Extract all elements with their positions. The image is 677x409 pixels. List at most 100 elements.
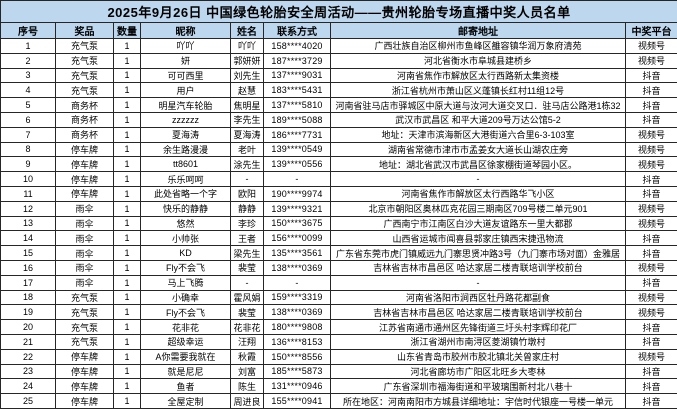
cell-name: - [230, 274, 264, 291]
cell-address: 湖南省常德市津市市孟姜女大道长山湖农庄旁 [330, 141, 626, 158]
cell-quantity: 1 [113, 67, 141, 84]
cell-name: 汪翔 [230, 333, 264, 350]
cell-contact: 189****5088 [263, 111, 331, 128]
column-header-quantity: 数量 [113, 22, 141, 39]
cell-serial: 10 [0, 171, 56, 187]
cell-serial: 2 [0, 52, 56, 69]
cell-nickname: 用户 [140, 82, 231, 99]
cell-quantity: 1 [113, 185, 141, 202]
cell-platform: 视频号 [624, 156, 677, 173]
cell-prize: 雨伞 [55, 274, 114, 291]
table-row: 9 停车牌 1 tt8601 涂先生 139****0556 地址：湖北省武汉市武昌区徐家棚… [0, 156, 677, 173]
cell-quantity: 1 [113, 97, 141, 113]
cell-contact: 159****3319 [263, 289, 331, 306]
cell-name: 裴莹 [230, 259, 264, 276]
cell-address: 广西南宁市江南区白沙大道友谊路东一里大都郡 [330, 215, 626, 232]
cell-nickname: 小确幸 [140, 289, 231, 306]
cell-contact: 137****5810 [263, 97, 331, 113]
cell-prize: 雨伞 [55, 259, 114, 276]
table-row: 24 停车牌 1 鱼者 陈生 131****0946 广东省深圳市福海街道和平玻璃围新村北八… [0, 378, 677, 395]
cell-platform: 抖音 [624, 185, 677, 202]
cell-address: 河南省洛阳市涧西区牡丹路花都副食 [330, 289, 626, 306]
cell-name: 欧阳 [230, 185, 264, 202]
cell-address: 武汉市武昌区 和平大道209号万达公馆5-2 [330, 111, 626, 128]
cell-address: 所在地区：河南南阳市方城县详细地址：宇信时代银座一号楼一单元 [330, 393, 626, 409]
cell-platform: 抖音 [624, 230, 677, 247]
cell-quantity: 1 [113, 304, 141, 321]
cell-nickname: 花非花 [140, 319, 231, 335]
cell-name: 陈生 [230, 378, 264, 395]
cell-address: 浙江省湖州市南浔区菱湖镇竹墩村 [330, 333, 626, 350]
cell-platform: 抖音 [624, 245, 677, 261]
cell-quantity: 1 [113, 393, 141, 409]
cell-nickname: 此处省略一个字 [140, 185, 231, 202]
cell-platform: 抖音 [624, 333, 677, 350]
cell-name: 霍风娟 [230, 289, 264, 306]
cell-quantity: 1 [113, 215, 141, 232]
table-row: 7 商务杯 1 夏海涛 夏海涛 186****7731 地址：天津市滨海新区大港街道六合里6… [0, 126, 677, 143]
cell-quantity: 1 [113, 52, 141, 69]
column-header-address: 邮寄地址 [330, 22, 626, 39]
cell-contact: 183****5431 [263, 82, 331, 99]
table-row: 14 雨伞 1 小帅张 王者 156****0099 山西省运城市闻喜县郭家庄镇西宋捷迅物流… [0, 230, 677, 247]
cell-quantity: 1 [113, 319, 141, 335]
column-header-contact: 联系方式 [263, 22, 331, 39]
cell-quantity: 1 [113, 348, 141, 365]
cell-name: 秋霞 [230, 348, 264, 365]
cell-nickname: 明星汽车轮胎 [140, 97, 231, 113]
page-title: 2025年9月26日 中国绿色轮胎安全周活动——贵州轮胎专场直播中奖人员名单 [0, 0, 677, 23]
cell-serial: 20 [0, 319, 56, 335]
cell-prize: 充气泵 [55, 289, 114, 306]
cell-name: 花非花 [230, 319, 264, 335]
cell-platform: 视频号 [624, 52, 677, 69]
column-header-platform: 中奖平台 [624, 22, 677, 39]
cell-nickname: 就是尼尼 [140, 363, 231, 380]
cell-prize: 停车牌 [55, 185, 114, 202]
cell-contact: 180****9808 [263, 319, 331, 335]
cell-prize: 停车牌 [55, 378, 114, 395]
cell-nickname: tt8601 [140, 156, 231, 173]
cell-contact: 131****0946 [263, 378, 331, 395]
cell-contact: 135****3561 [263, 245, 331, 261]
cell-name: 老叶 [230, 141, 264, 158]
cell-quantity: 1 [113, 289, 141, 306]
cell-address: 河南省焦作市解放区太行西路华飞小区 [330, 185, 626, 202]
cell-prize: 充气泵 [55, 82, 114, 99]
column-header-name: 姓名 [230, 22, 264, 39]
cell-platform: 抖音 [624, 67, 677, 84]
cell-platform: 抖音 [624, 97, 677, 113]
cell-platform: 抖音 [624, 378, 677, 395]
cell-nickname: 鱼者 [140, 378, 231, 395]
cell-quantity: 1 [113, 82, 141, 99]
table-row: 21 充气泵 1 超级幸运 汪翔 136****8153 浙江省湖州市南浔区菱湖镇竹墩村 抖音 [0, 333, 677, 350]
cell-platform: 抖音 [624, 171, 677, 187]
cell-nickname: 小帅张 [140, 230, 231, 247]
cell-contact: 150****3675 [263, 215, 331, 232]
table-row: 23 停车牌 1 就是尼尼 刘富 185****5873 河北省廊坊市广阳区北旺乡大枣林 抖音 [0, 363, 677, 380]
cell-prize: 商务杯 [55, 111, 114, 128]
cell-platform: 抖音 [624, 319, 677, 335]
cell-prize: 停车牌 [55, 156, 114, 173]
cell-contact: 186****7731 [263, 126, 331, 143]
cell-nickname: 夏海涛 [140, 126, 231, 143]
cell-address: 河北省廊坊市广阳区北旺乡大枣林 [330, 363, 626, 380]
cell-quantity: 1 [113, 245, 141, 261]
cell-prize: 雨伞 [55, 200, 114, 217]
cell-name: 王者 [230, 230, 264, 247]
cell-platform: 视频号 [624, 304, 677, 321]
cell-nickname: KD [140, 245, 231, 261]
table-row: 25 停车牌 1 全屋定制 周进良 155****0941 所在地区：河南南阳市方城县详细地… [0, 393, 677, 409]
cell-prize: 充气泵 [55, 304, 114, 321]
cell-platform: 视频号 [624, 348, 677, 365]
cell-address: 河南省焦作市解放区太行西路新太集资楼 [330, 67, 626, 84]
cell-serial: 4 [0, 82, 56, 99]
cell-nickname: 超级幸运 [140, 333, 231, 350]
cell-address: 河北省衡水市阜城县建桥乡 [330, 52, 626, 69]
cell-name: 吖吖 [230, 38, 264, 54]
column-header-nickname: 昵称 [140, 22, 231, 39]
cell-prize: 充气泵 [55, 319, 114, 335]
table-row: 2 充气泵 1 妍郭妍妍 187****3729 河北省衡水市阜城县建桥乡 视频号 [0, 52, 677, 69]
table-row: 8 停车牌 1 余生路漫漫 老叶 139****0549 湖南省常德市津市市孟姜女大道长山湖… [0, 141, 677, 158]
cell-platform: 抖音 [624, 82, 677, 99]
cell-contact: - [263, 274, 331, 291]
